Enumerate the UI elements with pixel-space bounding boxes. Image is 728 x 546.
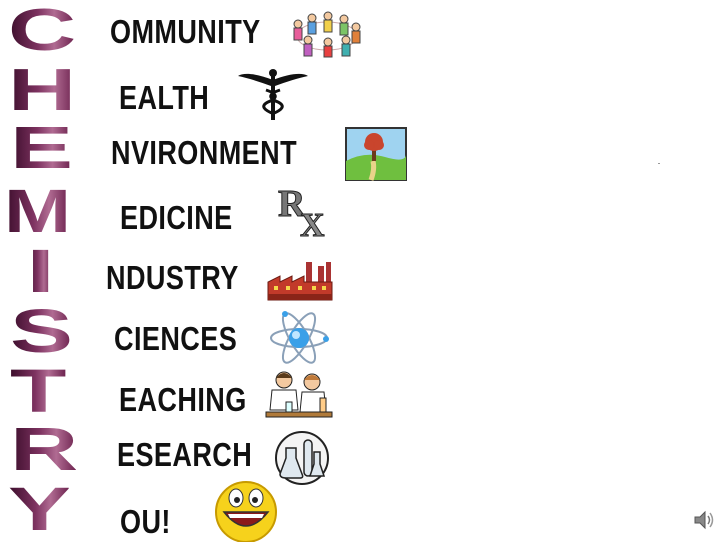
- word-environment: NVIRONMENT: [111, 134, 298, 171]
- word-industry: NDUSTRY: [106, 259, 239, 296]
- lab-flasks-icon: [275, 431, 329, 485]
- factory-icon: [267, 262, 333, 301]
- big-letter-s: S: [10, 296, 73, 366]
- svg-text:R: R: [278, 183, 306, 225]
- word-sciences: CIENCES: [114, 320, 238, 357]
- big-letter-c: C: [8, 0, 76, 63]
- caduceus-icon: [238, 69, 308, 120]
- landscape-tree-icon: [345, 127, 407, 181]
- big-letter-m: M: [4, 176, 71, 246]
- word-community: OMMUNITY: [110, 13, 261, 50]
- big-letter-t: T: [10, 356, 68, 426]
- word-teaching: EACHING: [119, 381, 247, 418]
- speaker-icon[interactable]: [692, 508, 716, 532]
- people-circle-icon: [293, 11, 361, 58]
- big-letter-i: I: [26, 236, 55, 306]
- big-letter-e: E: [10, 114, 73, 181]
- word-medicine: EDICINE: [120, 199, 233, 236]
- word-you: OU!: [120, 503, 171, 540]
- atom-icon: [270, 311, 329, 364]
- big-letter-y: Y: [8, 474, 71, 544]
- smiley-face-icon: [215, 481, 277, 542]
- svg-text:X: X: [300, 207, 325, 238]
- word-research: ESEARCH: [117, 436, 253, 473]
- big-letter-h: H: [8, 56, 76, 123]
- rx-prescription-icon: R X: [278, 183, 326, 239]
- word-health: EALTH: [119, 79, 210, 116]
- lab-teachers-icon: [265, 371, 333, 418]
- big-letter-r: R: [10, 414, 78, 484]
- stray-dot: [658, 163, 660, 164]
